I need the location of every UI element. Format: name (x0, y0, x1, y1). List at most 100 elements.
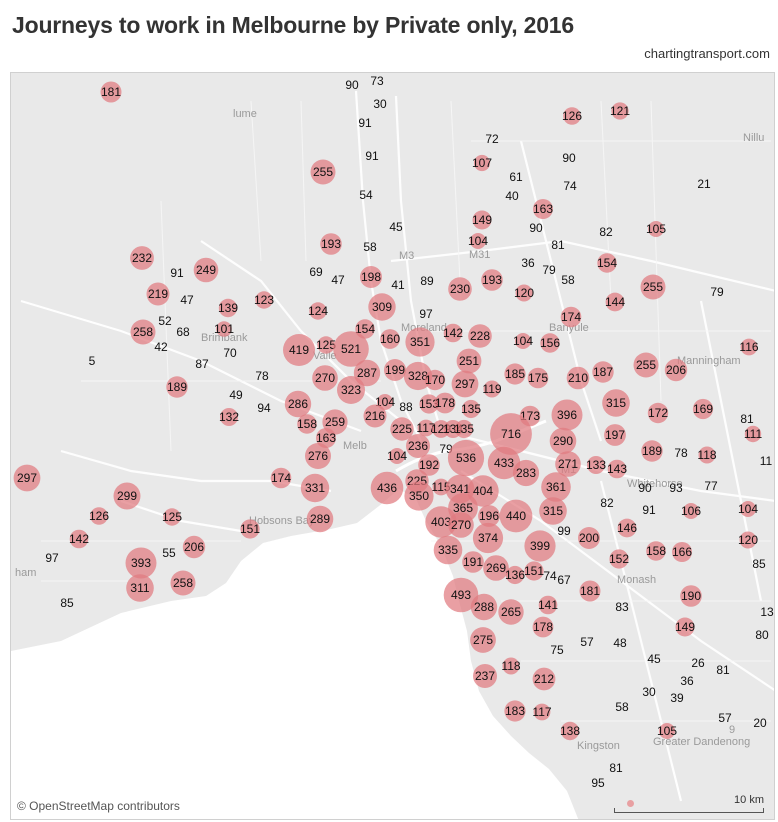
map-bubble[interactable] (284, 390, 312, 418)
map-bubble[interactable] (498, 599, 524, 625)
map-bubble[interactable] (487, 446, 521, 480)
map-bubble[interactable] (680, 585, 702, 607)
map-bubble[interactable] (425, 506, 457, 538)
map-bubble[interactable] (462, 551, 484, 573)
map-bubble[interactable] (490, 413, 532, 455)
map-bubble[interactable] (672, 542, 692, 562)
map-bubble[interactable] (647, 402, 669, 424)
map-bubble[interactable] (597, 253, 617, 273)
map-bubble[interactable] (337, 376, 365, 404)
map-bubble[interactable] (587, 456, 605, 474)
map-bubble[interactable] (602, 389, 630, 417)
map-bubble[interactable] (353, 359, 381, 387)
map-bubble[interactable] (532, 667, 556, 691)
map-bubble[interactable] (404, 481, 434, 511)
map-bubble[interactable] (316, 428, 336, 448)
map-bubble[interactable] (549, 427, 577, 455)
map-bubble[interactable] (424, 369, 446, 391)
map-bubble[interactable] (473, 664, 497, 688)
map-bubble[interactable] (182, 535, 206, 559)
map-bubble[interactable] (297, 414, 317, 434)
osm-attribution[interactable]: © OpenStreetMap contributors (17, 799, 180, 813)
map-bubble[interactable] (472, 522, 504, 554)
map-bubble[interactable] (216, 321, 232, 337)
map-bubble[interactable] (648, 221, 664, 237)
map-bubble[interactable] (125, 547, 157, 579)
map-bubble[interactable] (664, 358, 688, 382)
map-bubble[interactable] (555, 451, 581, 477)
map-bubble[interactable] (380, 329, 400, 349)
map-bubble[interactable] (467, 475, 499, 507)
map-bubble[interactable] (605, 292, 625, 312)
map-bubble[interactable] (505, 565, 525, 585)
map-bubble[interactable] (434, 392, 456, 414)
map-bubble[interactable] (504, 363, 526, 385)
map-bubble[interactable] (305, 443, 331, 469)
map-bubble[interactable] (483, 555, 509, 581)
map-bubble[interactable] (481, 269, 503, 291)
map-bubble[interactable] (473, 154, 491, 172)
map-bubble[interactable] (527, 367, 549, 389)
map-bubble[interactable] (283, 334, 315, 366)
map-bubble[interactable] (417, 419, 435, 437)
map-bubble[interactable] (578, 527, 600, 549)
map-bubble[interactable] (312, 365, 338, 391)
map-bubble[interactable] (270, 467, 292, 489)
map-bubble[interactable] (533, 703, 551, 721)
map-bubble[interactable] (13, 464, 41, 492)
map-bubble[interactable] (560, 306, 582, 328)
map-bubble[interactable] (240, 519, 260, 539)
map-bubble[interactable] (363, 404, 387, 428)
map-bubble[interactable] (604, 424, 626, 446)
map-bubble[interactable] (370, 471, 404, 505)
map-canvas[interactable]: lumeNilluBrimbankMorelandBanyuleManningh… (11, 73, 775, 820)
map-bubble[interactable] (692, 398, 714, 420)
map-bubble[interactable] (448, 277, 472, 301)
map-bubble[interactable] (163, 508, 181, 526)
map-bubble[interactable] (698, 446, 716, 464)
map-bubble[interactable] (515, 284, 533, 302)
map-bubble[interactable] (512, 459, 540, 487)
map-bubble[interactable] (540, 333, 560, 353)
map-bubble[interactable] (419, 394, 439, 414)
map-bubble[interactable] (443, 323, 463, 343)
map-bubble[interactable] (524, 561, 544, 581)
map-bubble[interactable] (617, 518, 637, 538)
map-bubble[interactable] (683, 503, 699, 519)
map-bubble[interactable] (560, 721, 580, 741)
map-bubble[interactable] (126, 574, 154, 602)
map-bubble[interactable] (130, 319, 156, 345)
map-bubble[interactable] (740, 338, 758, 356)
map-bubble[interactable] (470, 627, 496, 653)
map-bubble[interactable] (456, 348, 482, 374)
map-bubble[interactable] (69, 529, 89, 549)
map-bubble[interactable] (146, 282, 170, 306)
map-bubble[interactable] (744, 425, 762, 443)
map-bubble[interactable] (468, 324, 492, 348)
map-bubble[interactable] (533, 199, 553, 219)
map-bubble[interactable] (541, 472, 571, 502)
map-bubble[interactable] (659, 723, 675, 739)
map-bubble[interactable] (405, 327, 435, 357)
map-bubble[interactable] (640, 274, 666, 300)
map-bubble[interactable] (646, 541, 666, 561)
map-bubble[interactable] (113, 482, 141, 510)
map-bubble[interactable] (592, 361, 614, 383)
map-bubble[interactable] (390, 417, 414, 441)
map-bubble[interactable] (360, 266, 382, 288)
map-bubble[interactable] (406, 434, 430, 458)
map-bubble[interactable] (740, 501, 756, 517)
map-bubble[interactable] (432, 478, 450, 496)
map-bubble[interactable] (389, 448, 405, 464)
map-bubble[interactable] (443, 577, 479, 613)
map-bubble[interactable] (499, 499, 533, 533)
map-bubble[interactable] (310, 159, 336, 185)
map-area[interactable]: lumeNilluBrimbankMorelandBanyuleManningh… (10, 72, 775, 820)
map-bubble[interactable] (675, 617, 695, 637)
map-bubble[interactable] (384, 359, 406, 381)
map-bubble[interactable] (218, 298, 238, 318)
map-bubble[interactable] (454, 419, 474, 439)
map-bubble[interactable] (418, 454, 440, 476)
map-bubble[interactable] (306, 505, 334, 533)
map-bubble[interactable] (255, 291, 273, 309)
